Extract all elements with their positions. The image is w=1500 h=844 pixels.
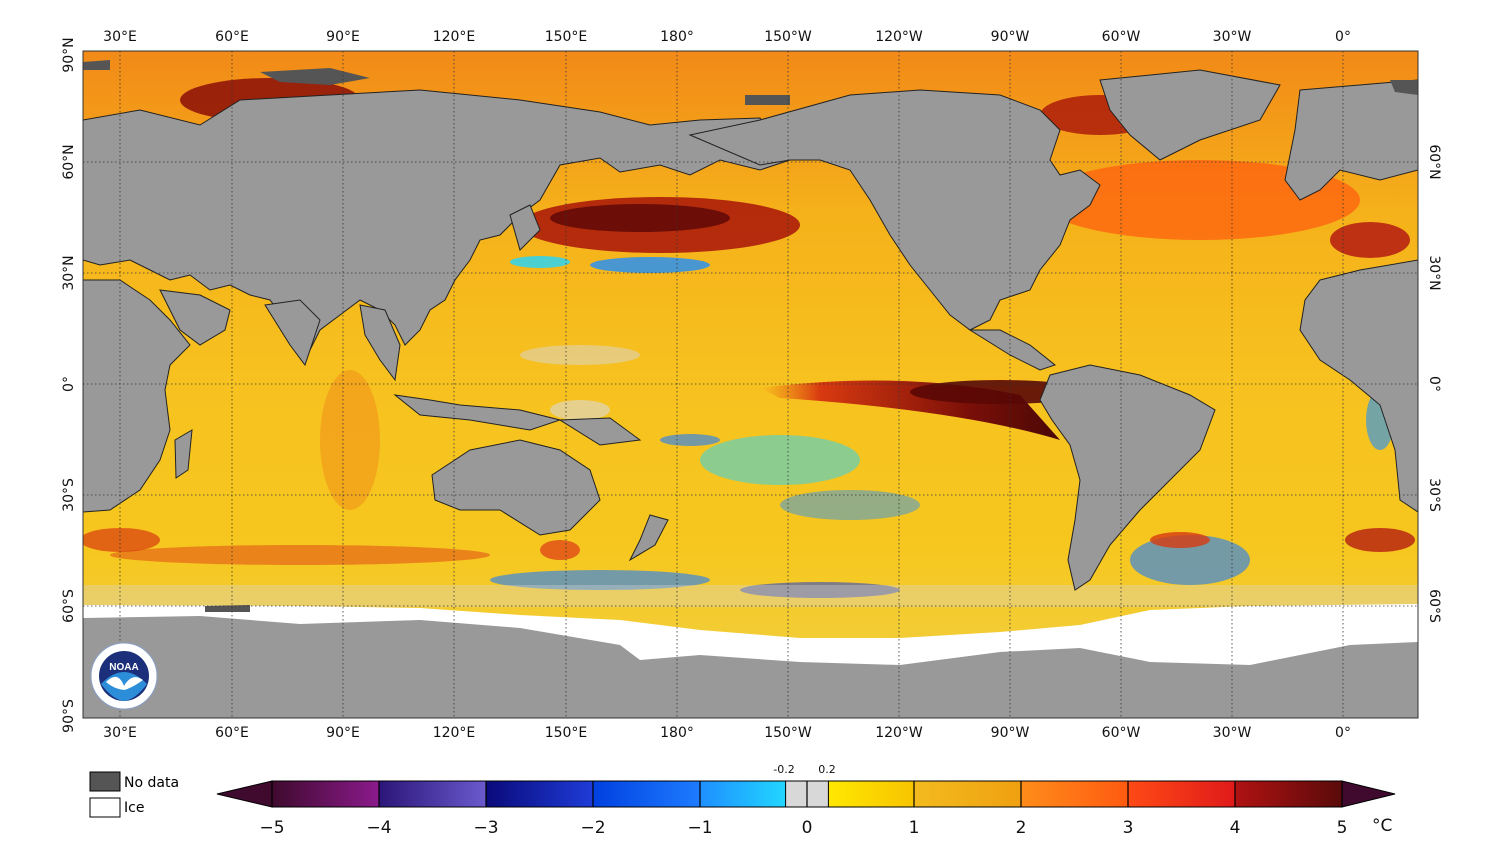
lon-tick-top: 90°E (326, 29, 360, 45)
land-india (264, 299, 321, 367)
colorbar-segment (700, 781, 786, 807)
colorbar-segment (379, 781, 486, 807)
lon-tick-bottom: 180° (660, 725, 694, 741)
colorbar-unit: °C (1372, 816, 1392, 836)
colorbar-ticks: −5 −4 −3 −2 −1 0 1 2 3 4 5 (259, 781, 1347, 838)
land-madagascar (174, 429, 193, 479)
lon-tick-bottom: 120°W (875, 725, 923, 741)
land-arabia (159, 289, 231, 346)
lat-tick-left: 0° (61, 376, 77, 392)
lon-tick-top: 60°W (1102, 29, 1141, 45)
land-africa (83, 279, 191, 513)
no-data-swatch (89, 771, 121, 792)
map-panel (83, 51, 1418, 718)
lat-tick-left: 60°N (61, 144, 77, 179)
colorbar-tick-label: 0 (802, 818, 813, 838)
lon-tick-bottom: 90°W (991, 725, 1030, 741)
lon-tick-top: 120°W (875, 29, 923, 45)
map-border (82, 50, 1419, 719)
lon-tick-top: 150°W (764, 29, 812, 45)
land-greenland (1099, 69, 1281, 161)
no-data-label: No data (124, 775, 179, 791)
lat-tick-right: 30°N (1426, 255, 1442, 290)
lon-tick-top: 60°E (215, 29, 249, 45)
lon-tick-bottom: 150°W (764, 725, 812, 741)
colorbar-segment (272, 781, 379, 807)
lon-tick-top: 90°W (991, 29, 1030, 45)
graticule (83, 51, 1418, 718)
lat-tick-right: 30°S (1426, 478, 1442, 512)
colorbar-segment (486, 781, 593, 807)
colorbar-tick-label: −2 (580, 818, 605, 838)
lat-tick-left: 90°S (61, 699, 77, 733)
colorbar-segment (914, 781, 1021, 807)
colorbar: −5 −4 −3 −2 −1 0 1 2 3 4 5 -0.2 0.2 °C (216, 763, 1396, 838)
lat-labels-right: 60°N 30°N 0° 30°S 60°S (1426, 144, 1442, 623)
land (83, 69, 1418, 718)
lon-tick-bottom: 150°E (545, 725, 588, 741)
land-west-africa (1299, 259, 1418, 513)
lon-tick-top: 0° (1335, 29, 1351, 45)
sea-ice (83, 604, 1418, 665)
no-data-areas (83, 60, 1418, 612)
lon-tick-top: 150°E (545, 29, 588, 45)
lat-tick-left: 60°S (61, 589, 77, 623)
lon-tick-bottom: 30°E (103, 725, 137, 741)
land-south-america (1039, 364, 1216, 591)
lon-tick-bottom: 60°E (215, 725, 249, 741)
colorbar-min-arrow (216, 780, 273, 808)
land-new-zealand (628, 514, 669, 562)
colorbar-segment (828, 781, 914, 807)
colorbar-small-tick: -0.2 (773, 763, 794, 776)
lon-tick-top: 180° (660, 29, 694, 45)
lon-tick-bottom: 90°E (326, 725, 360, 741)
colorbar-segment (593, 781, 700, 807)
lat-tick-right: 0° (1426, 376, 1442, 392)
colorbar-tick-label: 4 (1230, 818, 1241, 838)
lon-tick-top: 30°E (103, 29, 137, 45)
lon-tick-bottom: 30°W (1213, 725, 1252, 741)
lon-labels-bottom: 30°E 60°E 90°E 120°E 150°E 180° 150°W 12… (103, 725, 1351, 741)
colorbar-small-tick: 0.2 (818, 763, 836, 776)
colorbar-tick-label: −5 (259, 818, 284, 838)
colorbar-tick-label: 1 (909, 818, 920, 838)
colorbar-tick-label: −1 (687, 818, 712, 838)
land-eurasia (83, 89, 791, 362)
lon-tick-bottom: 120°E (433, 725, 476, 741)
ice-label: Ice (124, 800, 144, 816)
noaa-logo-text: NOAA (109, 662, 138, 673)
land-australia (431, 439, 601, 536)
ice-swatch (89, 797, 121, 818)
lon-tick-top: 30°W (1213, 29, 1252, 45)
lat-labels-left: 90°N 60°N 30°N 0° 30°S 60°S 90°S (61, 37, 77, 733)
lon-labels-top: 30°E 60°E 90°E 120°E 150°E 180° 150°W 12… (103, 29, 1351, 45)
colorbar-tick-label: 2 (1016, 818, 1027, 838)
noaa-logo: NOAA (90, 642, 158, 710)
land-north-america (688, 89, 1101, 331)
lon-tick-bottom: 0° (1335, 725, 1351, 741)
colorbar-segment (1021, 781, 1128, 807)
lat-tick-left: 30°S (61, 478, 77, 512)
data-legend: No data Ice (89, 771, 179, 818)
lat-tick-left: 30°N (61, 255, 77, 290)
land-se-asia (359, 304, 401, 382)
lat-tick-left: 90°N (61, 37, 77, 72)
land-europe-east-edge (1284, 79, 1418, 201)
lat-tick-right: 60°S (1426, 589, 1442, 623)
colorbar-segment (1128, 781, 1235, 807)
colorbar-max-arrow (1341, 780, 1396, 808)
colorbar-tick-label: 3 (1123, 818, 1134, 838)
colorbar-tick-label: −4 (366, 818, 391, 838)
colorbar-tick-label: 5 (1337, 818, 1348, 838)
colorbar-segment (1235, 781, 1342, 807)
lon-tick-bottom: 60°W (1102, 725, 1141, 741)
colorbar-tick-label: −3 (473, 818, 498, 838)
lon-tick-top: 120°E (433, 29, 476, 45)
lat-tick-right: 60°N (1426, 144, 1442, 179)
land-japan (509, 204, 541, 251)
land-new-guinea (558, 417, 642, 446)
